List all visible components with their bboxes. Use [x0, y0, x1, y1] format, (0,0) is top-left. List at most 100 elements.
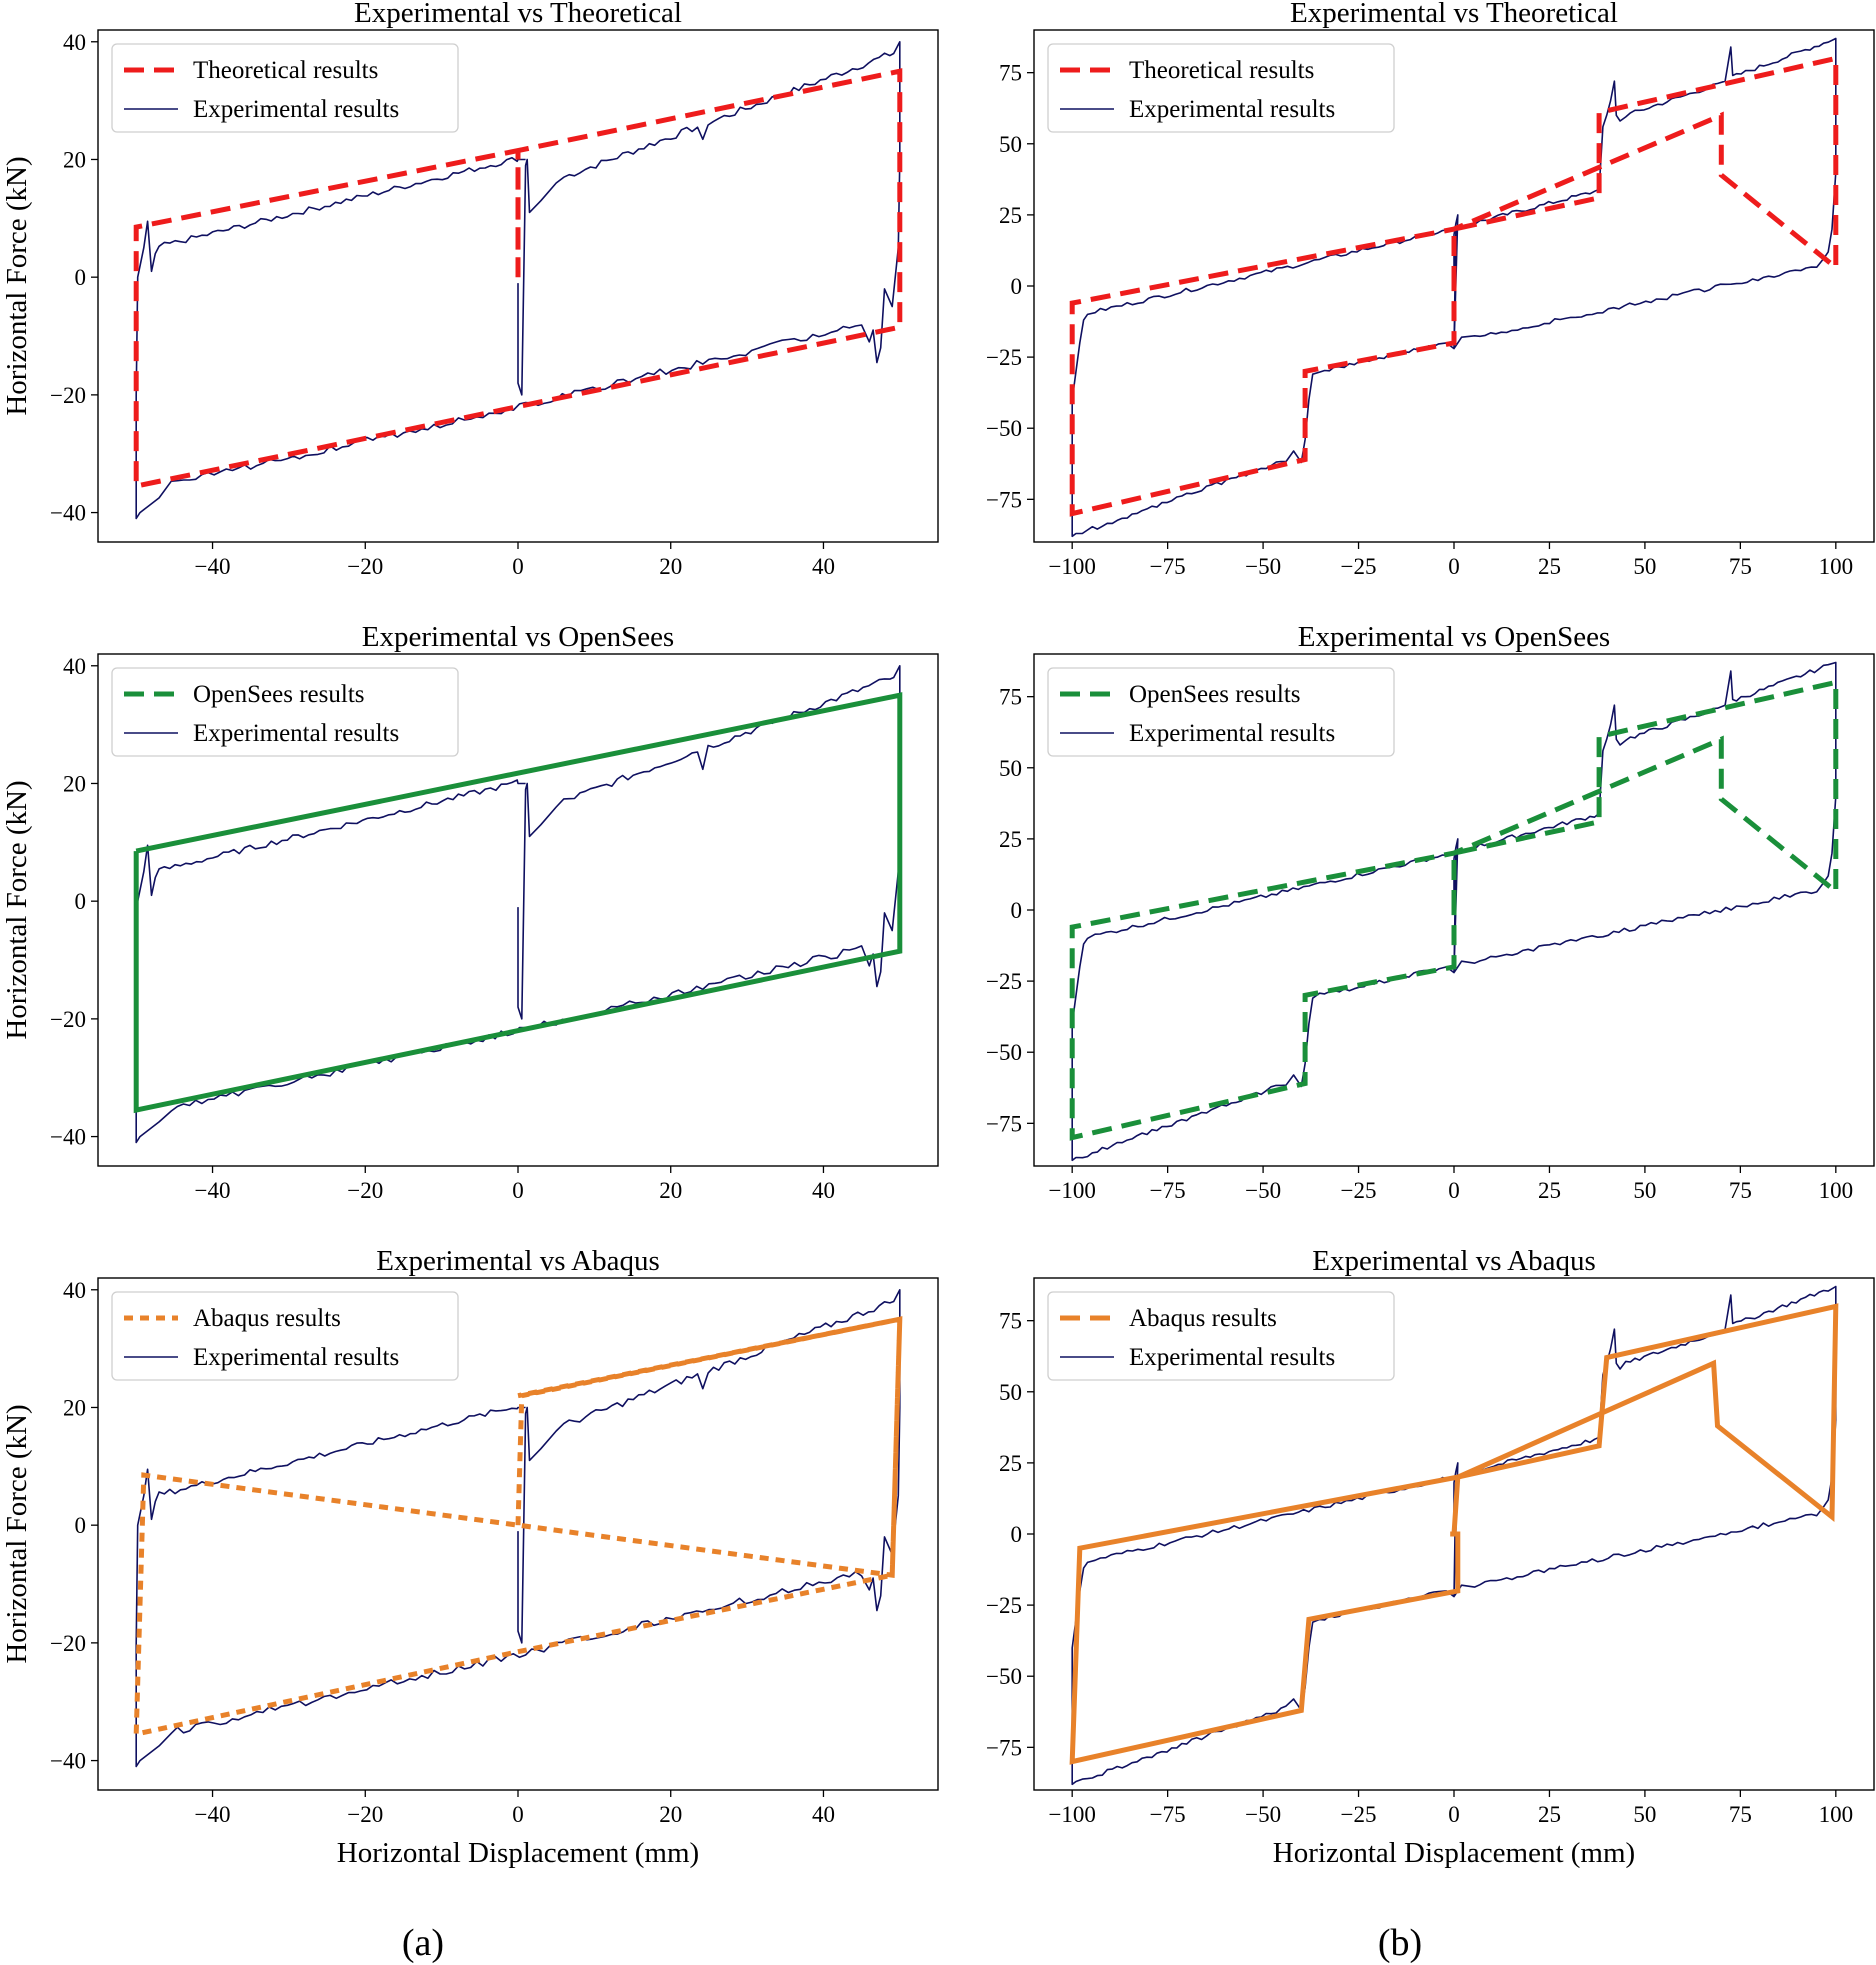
- y-axis-label: Horizontal Force (kN): [1, 1404, 33, 1663]
- y-tick-label: −20: [50, 1007, 86, 1032]
- y-tick-label: −50: [986, 1664, 1022, 1689]
- plot-frame: [1033, 653, 1875, 1167]
- legend-label-model: Abaqus results: [193, 1305, 341, 1332]
- x-tick-label: 100: [1819, 1178, 1854, 1203]
- plot-frame: [97, 29, 939, 543]
- legend-label-experimental: Experimental results: [193, 720, 399, 747]
- legend-box: [111, 667, 459, 757]
- x-tick-label: 0: [1448, 554, 1460, 579]
- x-tick-label: 50: [1633, 1178, 1656, 1203]
- series-abaqus-results: [1069, 1303, 1839, 1765]
- legend-box: [111, 43, 459, 133]
- legend-label-model: Abaqus results: [1129, 1305, 1277, 1332]
- series-theoretical-results: [1069, 55, 1839, 517]
- x-tick-label: 0: [1448, 1178, 1460, 1203]
- legend-label-model: Theoretical results: [1129, 57, 1314, 84]
- y-tick-label: −75: [986, 487, 1022, 512]
- legend-label-experimental: Experimental results: [193, 96, 399, 123]
- y-tick-label: 25: [999, 203, 1022, 228]
- y-tick-label: 75: [999, 685, 1022, 710]
- legend-label-experimental: Experimental results: [1129, 96, 1335, 123]
- legend-label-experimental: Experimental results: [1129, 720, 1335, 747]
- panel-b3: Experimental vs Abaqus −100 −75 −50 −25 0 25 50…: [986, 1245, 1875, 1869]
- chart-title: Experimental vs OpenSees: [1298, 621, 1610, 653]
- series-theoretical-results: [133, 68, 903, 490]
- y-tick-label: −75: [986, 1111, 1022, 1136]
- x-tick-label: −25: [1341, 554, 1377, 579]
- y-axis-label: Horizontal Force (kN): [1, 156, 33, 415]
- x-tick-label: 25: [1538, 1802, 1561, 1827]
- y-tick-label: 50: [999, 1380, 1022, 1405]
- y-tick-label: 20: [63, 147, 86, 172]
- y-tick-label: 20: [63, 1395, 86, 1420]
- x-tick-label: −40: [195, 1802, 231, 1827]
- panels-group: Experimental vs Theoretical −40 −20 0 20 40 −4…: [1, 0, 1875, 1869]
- series-experimental-results: [1071, 661, 1837, 1162]
- x-tick-label: 50: [1633, 554, 1656, 579]
- x-tick-label: −75: [1150, 1802, 1186, 1827]
- x-tick-label: −20: [347, 554, 383, 579]
- x-tick-label: −20: [347, 1802, 383, 1827]
- x-tick-label: 25: [1538, 1178, 1561, 1203]
- panel-a1: Experimental vs Theoretical −40 −20 0 20 40 −4…: [1, 0, 939, 579]
- y-tick-label: 0: [1011, 898, 1023, 923]
- y-tick-label: 20: [63, 771, 86, 796]
- chart-title: Experimental vs OpenSees: [362, 621, 674, 653]
- y-tick-label: 50: [999, 756, 1022, 781]
- x-tick-label: 0: [512, 1178, 524, 1203]
- x-tick-label: 75: [1729, 554, 1752, 579]
- legend-label-model: Theoretical results: [193, 57, 378, 84]
- plot-frame: [1033, 29, 1875, 543]
- legend-label-experimental: Experimental results: [193, 1344, 399, 1371]
- x-tick-label: −50: [1245, 1802, 1281, 1827]
- panel-b2: Experimental vs OpenSees −100 −75 −50 −25 0 25…: [986, 621, 1875, 1203]
- y-tick-label: −20: [50, 383, 86, 408]
- x-tick-label: −20: [347, 1178, 383, 1203]
- chart-title: Experimental vs Abaqus: [1312, 1245, 1596, 1277]
- panel-a2: Experimental vs OpenSees −40 −20 0 20 40 −40 −2…: [1, 621, 939, 1203]
- y-tick-label: 40: [63, 30, 86, 55]
- x-tick-label: 40: [812, 1802, 835, 1827]
- chart-title: Experimental vs Theoretical: [1290, 0, 1618, 29]
- y-tick-label: 0: [1011, 1522, 1023, 1547]
- y-axis-label: Horizontal Force (kN): [1, 780, 33, 1039]
- y-tick-label: 0: [75, 265, 87, 290]
- x-tick-label: 20: [659, 1802, 682, 1827]
- legend-label-model: OpenSees results: [193, 681, 365, 708]
- x-tick-label: −25: [1341, 1178, 1377, 1203]
- y-tick-label: 50: [999, 132, 1022, 157]
- series-experimental-results: [1071, 37, 1837, 538]
- y-tick-label: −50: [986, 1040, 1022, 1065]
- chart-title: Experimental vs Abaqus: [376, 1245, 660, 1277]
- x-tick-label: 40: [812, 1178, 835, 1203]
- x-tick-label: 75: [1729, 1802, 1752, 1827]
- chart-title: Experimental vs Theoretical: [354, 0, 682, 29]
- y-tick-label: 25: [999, 827, 1022, 852]
- x-tick-label: −50: [1245, 1178, 1281, 1203]
- series-experimental-results: [1071, 1285, 1837, 1786]
- y-tick-label: −25: [986, 969, 1022, 994]
- y-tick-label: 0: [75, 1513, 87, 1538]
- series-opensees-results: [133, 692, 903, 1114]
- plot-frame: [97, 1277, 939, 1791]
- x-tick-label: 100: [1819, 554, 1854, 579]
- series-abaqus-results: [133, 1316, 903, 1738]
- legend-box: [1047, 667, 1395, 757]
- x-tick-label: 0: [1448, 1802, 1460, 1827]
- x-tick-label: 100: [1819, 1802, 1854, 1827]
- x-tick-label: 50: [1633, 1802, 1656, 1827]
- y-tick-label: −75: [986, 1735, 1022, 1760]
- y-tick-label: 40: [63, 1278, 86, 1303]
- plot-frame: [97, 653, 939, 1167]
- plot-frame: [1033, 1277, 1875, 1791]
- x-tick-label: −100: [1048, 1178, 1095, 1203]
- y-tick-label: −25: [986, 1593, 1022, 1618]
- caption-b: (b): [1378, 1922, 1422, 1964]
- x-tick-label: 40: [812, 554, 835, 579]
- y-tick-label: 40: [63, 654, 86, 679]
- panel-b1: Experimental vs Theoretical −100 −75 −50 −25…: [986, 0, 1875, 579]
- y-tick-label: −40: [50, 501, 86, 526]
- x-tick-label: 25: [1538, 554, 1561, 579]
- panel-a3: Experimental vs Abaqus −40 −20 0 20 40 −40 −20 0…: [1, 1245, 939, 1869]
